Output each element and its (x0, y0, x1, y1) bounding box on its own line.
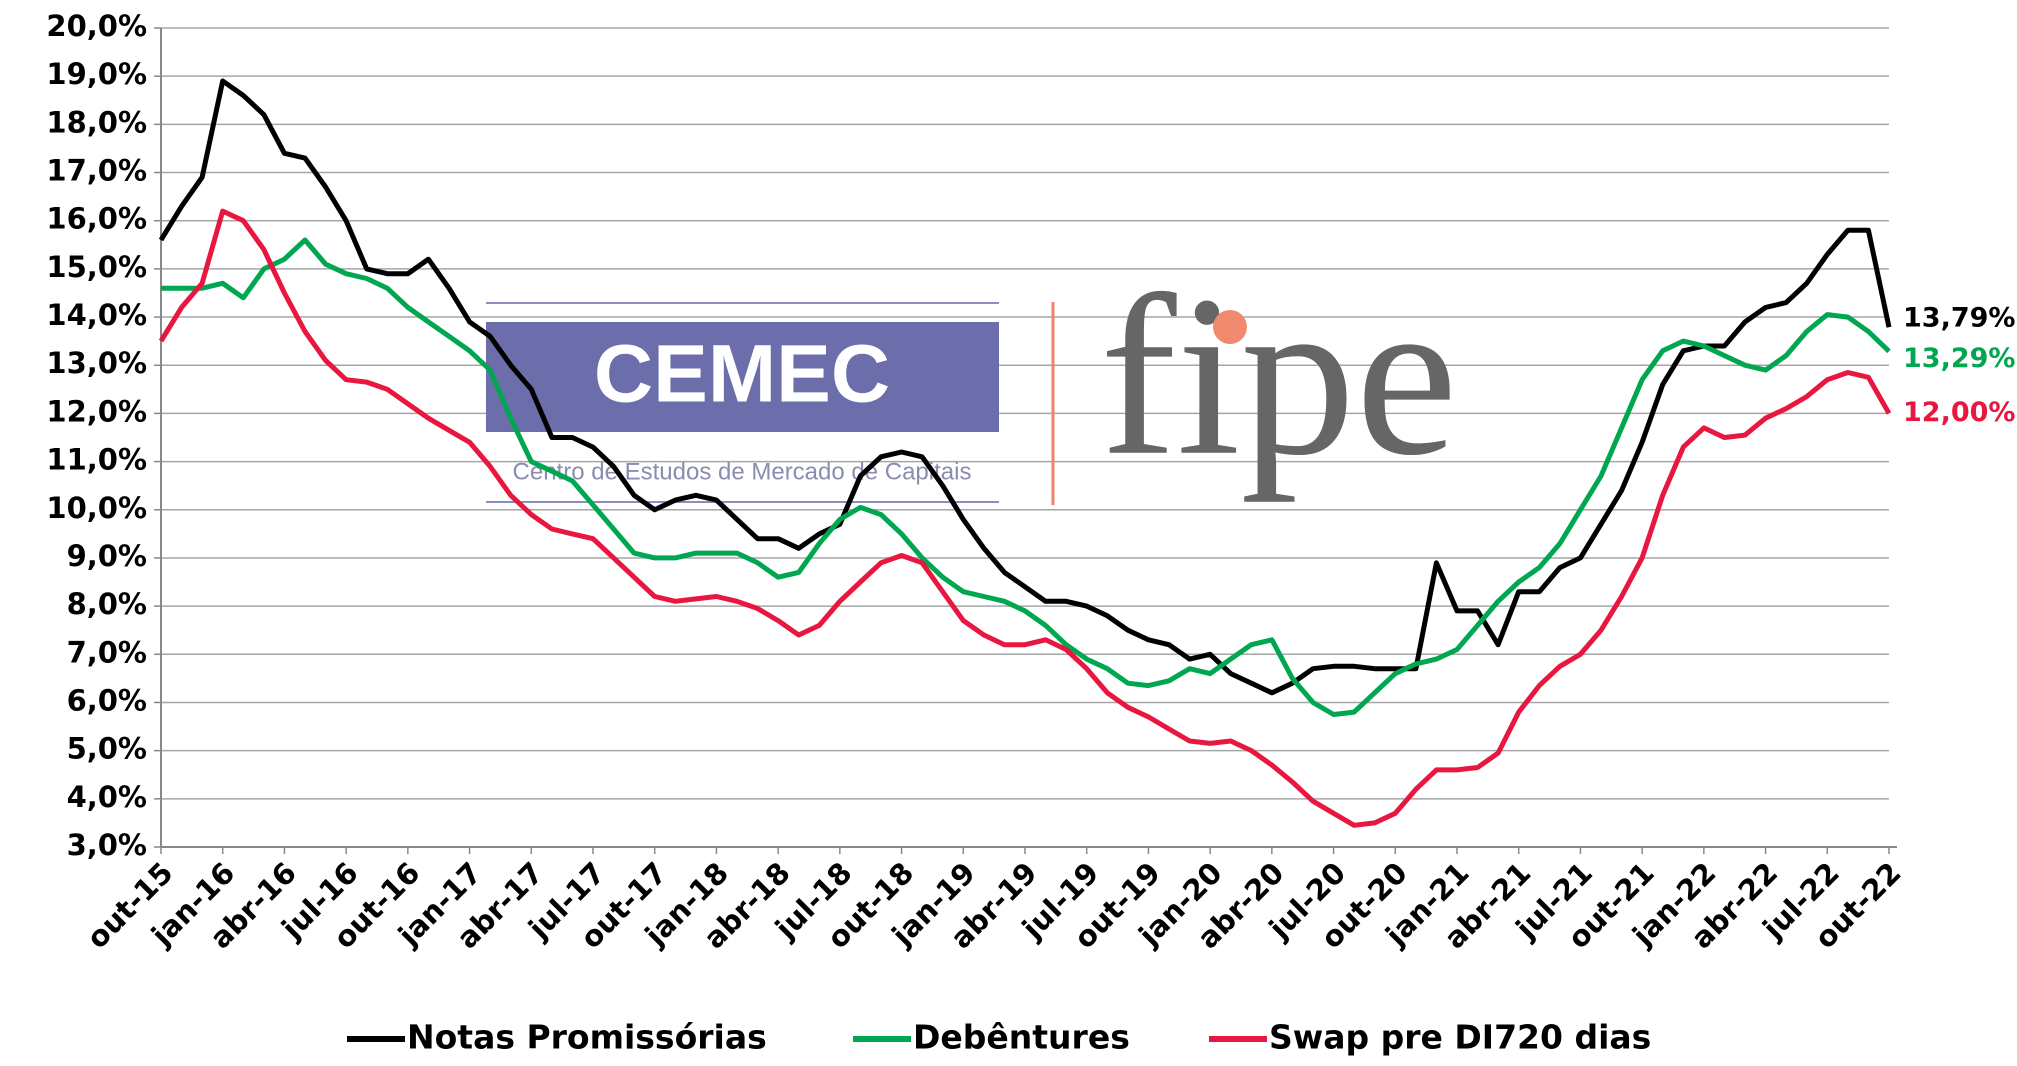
logo-subtitle: Centro de Estudos de Mercado de Capitais (513, 458, 972, 485)
y-tick-label: 5,0% (67, 732, 147, 766)
y-tick-label: 6,0% (67, 683, 147, 717)
logo-dot (1213, 310, 1247, 344)
series-line (158, 208, 1892, 828)
end-label: 12,00% (1903, 397, 2015, 428)
y-tick-label: 11,0% (46, 443, 147, 477)
end-label: 13,29% (1903, 343, 2015, 374)
grid (161, 27, 1889, 848)
y-tick-label: 20,0% (46, 9, 147, 43)
series-line (161, 237, 1891, 717)
y-tick-label: 14,0% (46, 298, 147, 332)
y-tick-label: 9,0% (67, 539, 147, 573)
y-tick-label: 18,0% (46, 105, 147, 139)
y-tick-label: 7,0% (67, 635, 147, 669)
y-tick-label: 3,0% (67, 828, 147, 862)
legend-label: Notas Promissórias (407, 1018, 767, 1057)
y-tick-label: 4,0% (67, 780, 147, 814)
y-tick-label: 12,0% (46, 394, 147, 428)
legend-label: Swap pre DI720 dias (1269, 1018, 1651, 1057)
series-line (158, 78, 1892, 696)
y-tick-label: 16,0% (46, 202, 147, 236)
y-tick-label: 19,0% (46, 57, 147, 91)
y-tick-label: 8,0% (67, 587, 147, 621)
logo: CEMEC Centro de Estudos de Mercado de Ca… (486, 248, 1458, 505)
y-tick-label: 17,0% (46, 154, 147, 188)
logo-brand: fipe (1100, 248, 1458, 503)
logo-box (486, 322, 999, 432)
y-tick-label: 13,0% (46, 346, 147, 380)
legend-label: Debêntures (913, 1018, 1130, 1057)
end-label: 13,79% (1903, 303, 2015, 334)
logo-name: CEMEC (594, 329, 890, 420)
y-tick-label: 10,0% (46, 491, 147, 525)
y-tick-label: 15,0% (46, 250, 147, 284)
